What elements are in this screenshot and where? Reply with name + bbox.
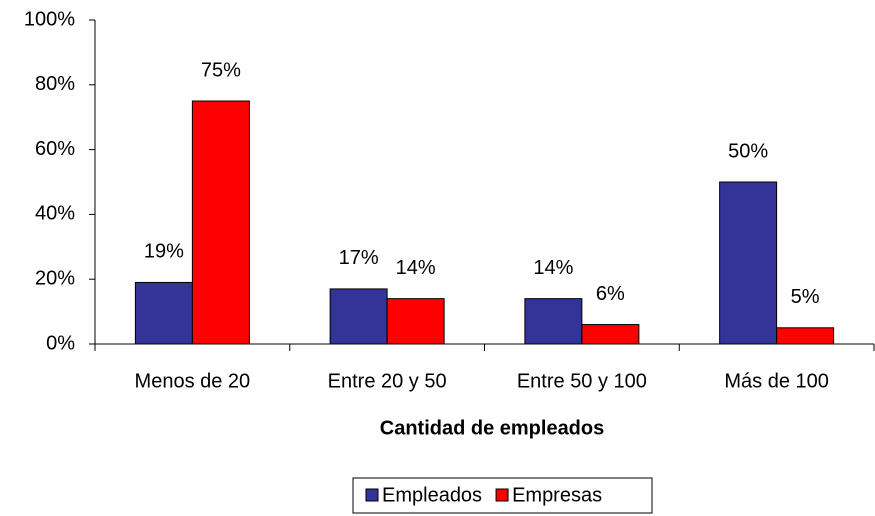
value-label: 19% bbox=[144, 241, 184, 263]
value-label: 14% bbox=[533, 257, 573, 279]
x-tick-label: Menos de 20 bbox=[135, 370, 251, 392]
y-tick-label: 80% bbox=[35, 73, 75, 95]
bar bbox=[581, 324, 640, 345]
x-axis-label: Cantidad de empleados bbox=[380, 417, 605, 439]
value-label: 5% bbox=[791, 286, 820, 308]
value-label: 75% bbox=[201, 59, 241, 81]
bar bbox=[776, 327, 835, 345]
value-label: 14% bbox=[396, 257, 436, 279]
legend-swatch bbox=[495, 488, 509, 502]
y-tick-label: 40% bbox=[35, 203, 75, 225]
legend-label: Empleados bbox=[382, 484, 482, 506]
legend-label: Empresas bbox=[512, 484, 602, 506]
x-tick-label: Más de 100 bbox=[724, 370, 829, 392]
legend-swatch bbox=[365, 488, 379, 502]
y-tick-label: 100% bbox=[24, 8, 75, 30]
bar bbox=[719, 181, 778, 345]
value-label: 6% bbox=[596, 283, 625, 305]
x-tick-label: Entre 20 y 50 bbox=[328, 370, 447, 392]
bar bbox=[134, 281, 193, 345]
y-tick-label: 20% bbox=[35, 267, 75, 289]
x-tick-label: Entre 50 y 100 bbox=[517, 370, 647, 392]
y-tick-label: 0% bbox=[46, 332, 75, 354]
bar bbox=[524, 298, 583, 345]
bar bbox=[386, 298, 445, 345]
value-label: 50% bbox=[728, 140, 768, 162]
y-tick-label: 60% bbox=[35, 138, 75, 160]
bar bbox=[191, 100, 250, 345]
value-label: 17% bbox=[339, 247, 379, 269]
bar bbox=[329, 288, 388, 345]
